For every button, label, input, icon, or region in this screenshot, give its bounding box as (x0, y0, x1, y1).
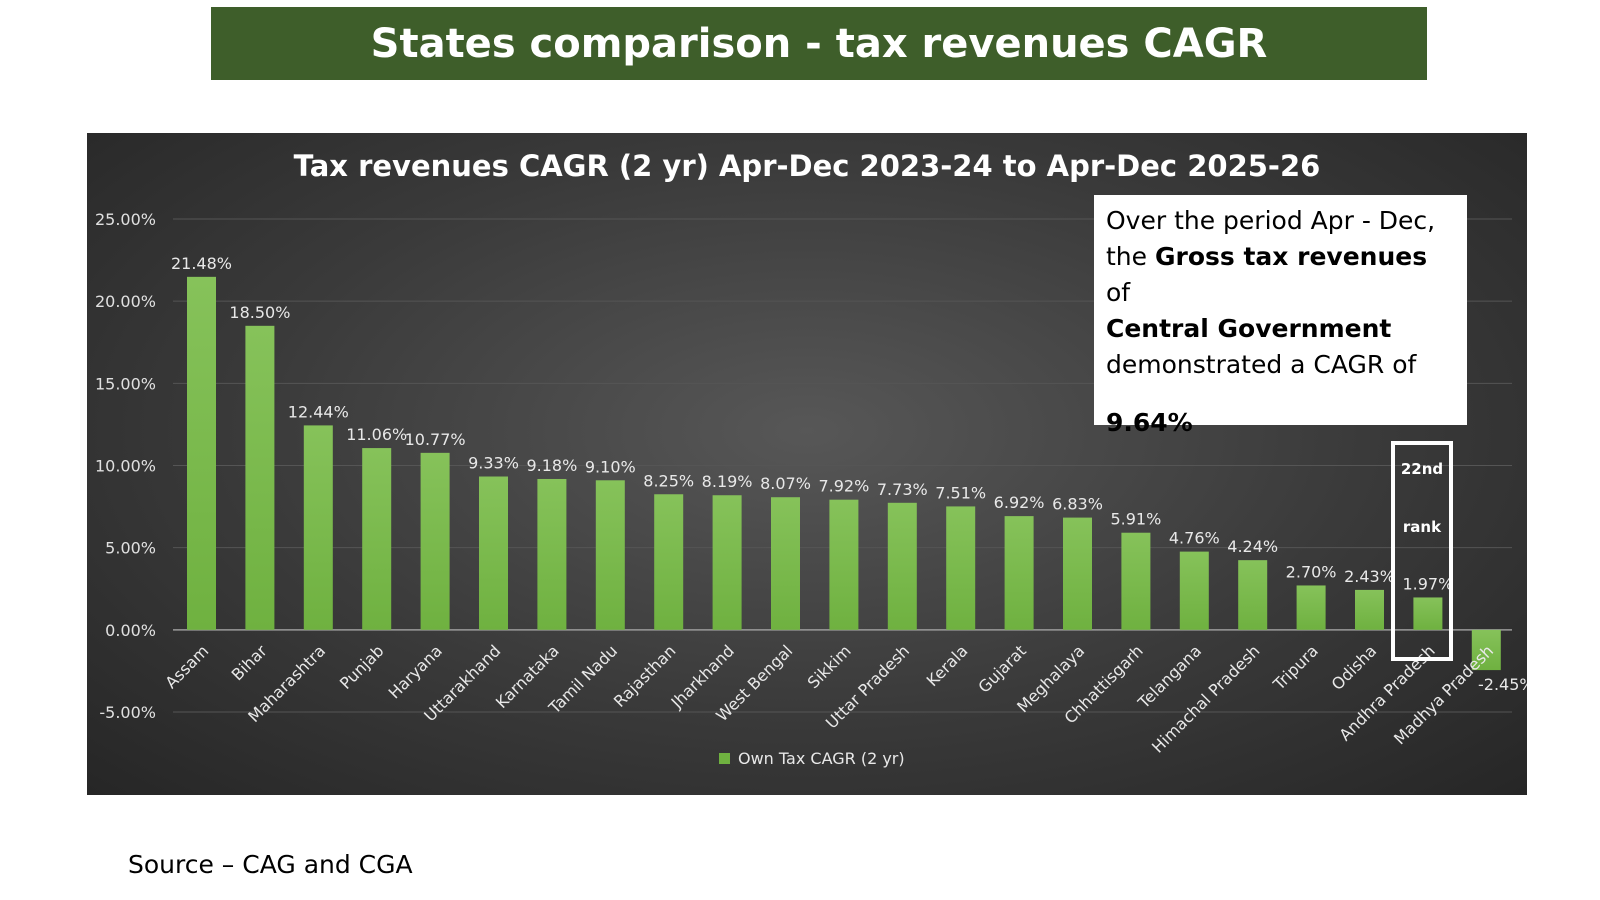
bar (420, 452, 450, 630)
data-label: 18.50% (229, 303, 290, 322)
data-label: 11.06% (346, 425, 407, 444)
category-label: Himachal Pradesh (1148, 641, 1264, 757)
bar (479, 476, 508, 630)
bar (712, 495, 742, 630)
data-label: 9.18% (526, 456, 577, 475)
slide-title: States comparison - tax revenues CAGR (370, 20, 1268, 67)
y-tick-label: 5.00% (105, 539, 156, 558)
callout-central-government: Central Government (1106, 314, 1392, 343)
bar (303, 425, 333, 630)
chart-title: Tax revenues CAGR (2 yr) Apr-Dec 2023-24… (294, 149, 1321, 183)
bar (1063, 517, 1092, 630)
data-label: 7.73% (877, 480, 928, 499)
bar (1238, 560, 1268, 630)
data-label: 4.24% (1227, 537, 1278, 556)
callout-box: Over the period Apr - Dec, the Gross tax… (1094, 195, 1467, 437)
bar (537, 478, 567, 630)
rank-number: 22nd (1400, 460, 1444, 478)
data-label: 7.51% (935, 483, 986, 502)
category-label: Gujarat (974, 641, 1029, 696)
callout-line-2: the Gross tax revenues of (1106, 239, 1455, 311)
bar (1004, 516, 1034, 630)
data-label: 1.97% (1402, 574, 1453, 593)
bar (595, 480, 625, 630)
bar (1179, 551, 1209, 630)
data-label: 8.19% (702, 472, 753, 491)
data-label: 2.70% (1286, 562, 1337, 581)
callout-line-2-post: of (1106, 278, 1131, 307)
bar (1355, 589, 1384, 630)
y-tick-label: 25.00% (95, 210, 156, 229)
data-label: 7.92% (818, 477, 869, 496)
bar (187, 276, 216, 630)
bar (245, 325, 275, 630)
bar (829, 499, 859, 630)
y-tick-label: -5.00% (99, 703, 156, 722)
bar (362, 448, 392, 630)
data-label: 6.92% (994, 493, 1045, 512)
rank-label: rank (1402, 518, 1442, 536)
category-label: Bihar (228, 641, 271, 684)
callout-line-3: Central Government (1106, 311, 1455, 347)
data-label: 10.77% (405, 430, 466, 449)
bar (1121, 532, 1151, 630)
bar (1471, 629, 1501, 671)
data-label: 8.07% (760, 474, 811, 493)
data-label: 9.33% (468, 454, 519, 473)
source-note: Source – CAG and CGA (128, 850, 413, 879)
y-tick-label: 15.00% (95, 374, 156, 393)
data-label: 6.83% (1052, 495, 1103, 514)
category-label: Odisha (1328, 641, 1381, 694)
bar (1413, 597, 1443, 630)
category-label: Haryana (385, 641, 446, 702)
y-tick-label: 20.00% (95, 292, 156, 311)
category-label: Sikkim (804, 641, 855, 692)
category-label: Assam (161, 641, 212, 692)
bar (946, 506, 976, 630)
data-label: 12.44% (288, 402, 349, 421)
bar (887, 502, 917, 630)
rank-highlight-box: 22nd rank (1391, 441, 1453, 661)
bar (1296, 585, 1326, 630)
data-label: -2.45% (1478, 675, 1527, 694)
category-label: Tripura (1269, 641, 1322, 694)
data-label: 21.48% (171, 254, 232, 273)
bar (771, 497, 800, 630)
bar (654, 494, 684, 630)
legend-swatch (719, 753, 730, 764)
data-label: 5.91% (1110, 510, 1161, 529)
callout-line-2-pre: the (1106, 242, 1155, 271)
callout-gross-tax-revenues: Gross tax revenues (1154, 242, 1428, 271)
category-label: Punjab (336, 641, 388, 693)
callout-line-4: demonstrated a CAGR of (1106, 350, 1417, 379)
y-tick-label: 10.00% (95, 457, 156, 476)
data-label: 2.43% (1344, 567, 1395, 586)
category-label: Kerala (923, 641, 972, 690)
legend-label: Own Tax CAGR (2 yr) (738, 749, 905, 768)
data-label: 8.25% (643, 471, 694, 490)
callout-line-1: Over the period Apr - Dec, (1106, 206, 1436, 235)
data-label: 4.76% (1169, 529, 1220, 548)
slide-title-banner: States comparison - tax revenues CAGR (211, 7, 1427, 80)
data-label: 9.10% (585, 457, 636, 476)
y-tick-label: 0.00% (105, 621, 156, 640)
callout-cagr-value: 9.64% (1106, 408, 1193, 437)
